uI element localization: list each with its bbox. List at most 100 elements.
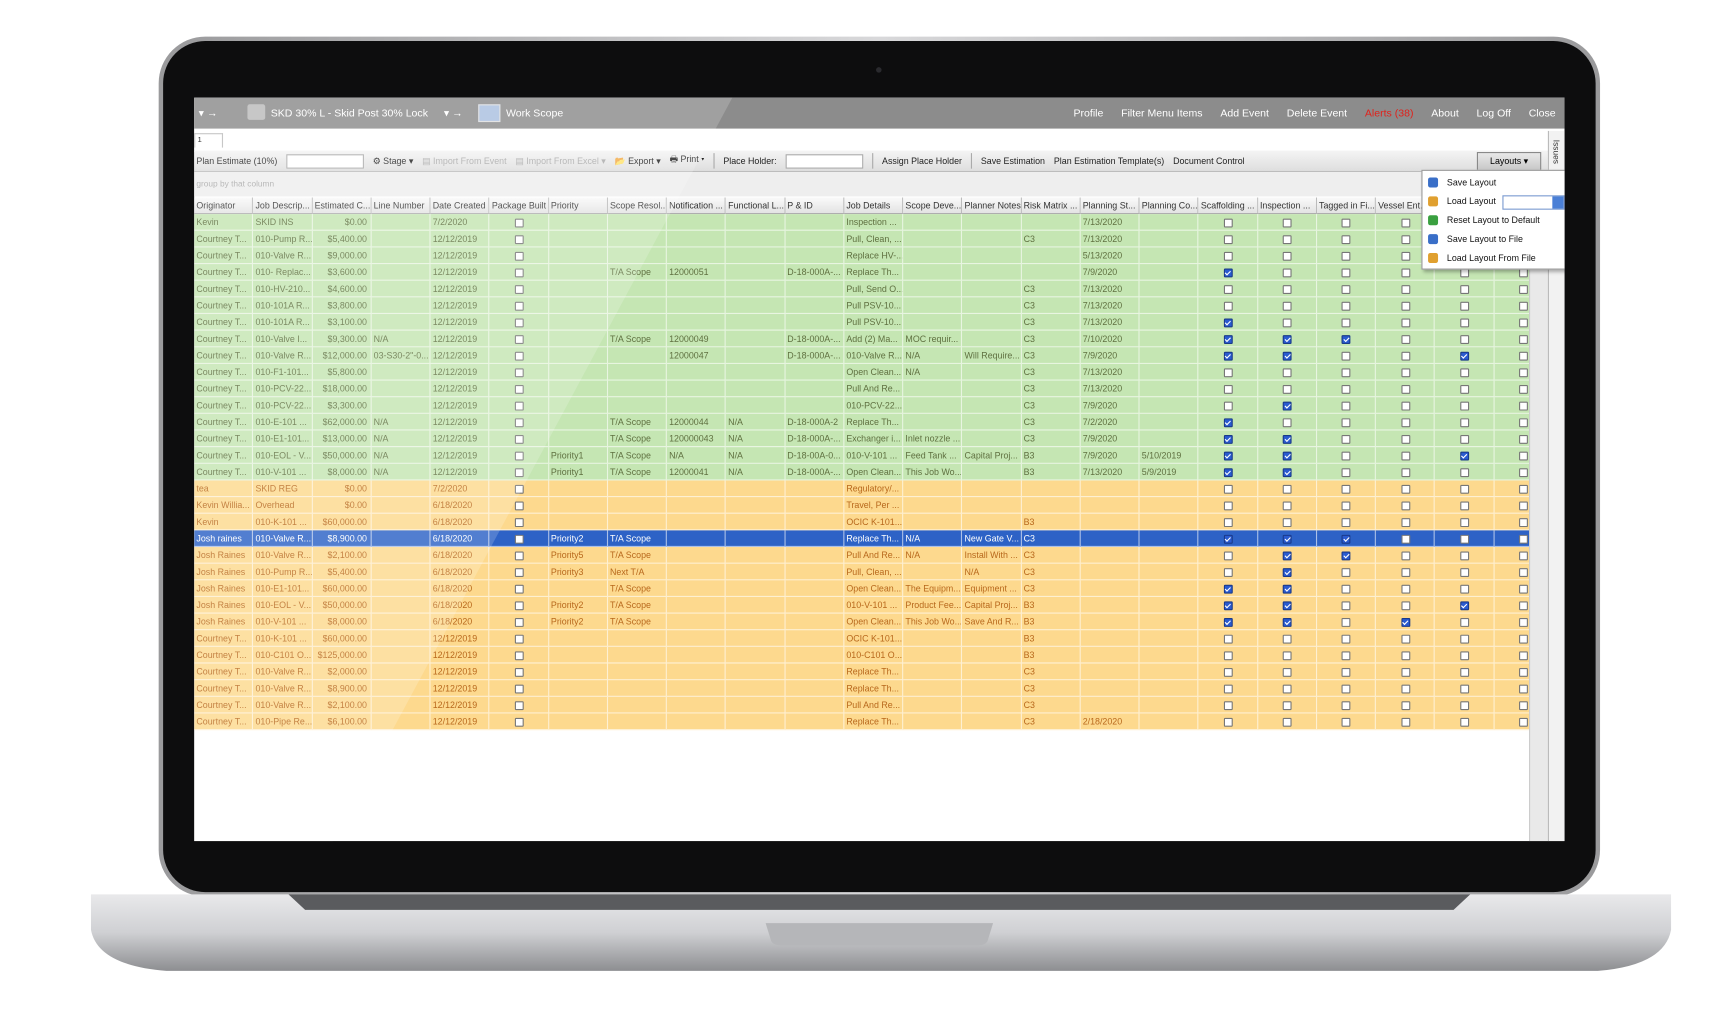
column-header[interactable]: P & ID — [785, 197, 845, 215]
checkbox[interactable] — [1401, 317, 1410, 327]
checkbox[interactable] — [514, 367, 524, 377]
checkbox[interactable] — [1519, 517, 1529, 527]
checkbox[interactable] — [1341, 667, 1351, 677]
column-header[interactable]: Risk Matrix ... — [1021, 197, 1081, 215]
checkbox[interactable] — [514, 650, 524, 660]
checkbox[interactable] — [1282, 484, 1292, 494]
column-header[interactable]: Planning Co... — [1139, 197, 1199, 215]
checkbox[interactable] — [1401, 367, 1410, 377]
checkbox[interactable] — [514, 484, 524, 494]
checkbox[interactable] — [1519, 667, 1529, 677]
checkbox[interactable] — [1223, 567, 1233, 577]
row[interactable]: Courtney T... 010-Valve R... $2,000.00 12/1… — [194, 663, 1530, 681]
checkbox[interactable] — [514, 634, 524, 644]
checkbox[interactable] — [1341, 484, 1351, 494]
column-header[interactable]: Tagged in Fi... — [1316, 197, 1376, 215]
checkbox[interactable] — [1341, 401, 1351, 410]
row[interactable]: Courtney T... 010-V-101 ... $8,000.00 N/A 12… — [194, 463, 1530, 481]
checkbox[interactable] — [1460, 550, 1469, 560]
checkbox[interactable] — [514, 617, 524, 627]
event-name[interactable]: SKD 30% L - Skid Post 30% Lock — [270, 107, 428, 120]
checkbox[interactable] — [1282, 667, 1292, 677]
checkbox[interactable] — [1282, 617, 1292, 627]
checkbox[interactable] — [1341, 650, 1351, 660]
checkbox[interactable] — [1282, 550, 1292, 560]
checkbox[interactable] — [1282, 634, 1292, 644]
nav-item[interactable]: Delete Event — [1286, 107, 1348, 120]
checkbox[interactable] — [514, 451, 524, 460]
checkbox[interactable] — [1401, 650, 1410, 660]
checkbox[interactable] — [1223, 384, 1233, 394]
checkbox[interactable] — [1341, 284, 1351, 294]
checkbox[interactable] — [1341, 384, 1351, 394]
checkbox[interactable] — [514, 567, 524, 577]
checkbox[interactable] — [1223, 684, 1233, 693]
nav-item[interactable]: Profile — [1073, 107, 1104, 120]
layouts-button[interactable]: Layouts ▾ — [1476, 152, 1542, 171]
column-header[interactable]: Planning St... — [1080, 197, 1140, 215]
checkbox[interactable] — [514, 717, 524, 727]
column-header[interactable]: Job Descrip... — [253, 197, 313, 215]
checkbox[interactable] — [1223, 700, 1233, 710]
checkbox[interactable] — [1519, 401, 1529, 410]
checkbox[interactable] — [514, 384, 524, 394]
checkbox[interactable] — [1282, 384, 1292, 394]
checkbox[interactable] — [514, 301, 524, 311]
checkbox[interactable] — [1519, 617, 1529, 627]
checkbox[interactable] — [1223, 284, 1233, 294]
checkbox[interactable] — [1282, 317, 1292, 327]
row[interactable]: Courtney T... 010-Valve I... $9,300.00 N/A 1… — [194, 330, 1530, 348]
row[interactable]: Courtney T... 010- Replac... $3,600.00 12/1… — [194, 264, 1530, 281]
column-header[interactable]: Date Created — [430, 197, 490, 215]
checkbox[interactable] — [1460, 384, 1469, 394]
checkbox[interactable] — [1282, 567, 1292, 577]
checkbox[interactable] — [514, 517, 524, 527]
checkbox[interactable] — [1401, 417, 1410, 427]
document-control-button[interactable]: Document Control — [1173, 155, 1245, 166]
checkbox[interactable] — [1341, 351, 1351, 361]
checkbox[interactable] — [1223, 517, 1233, 527]
checkbox[interactable] — [1460, 317, 1469, 327]
row[interactable]: Courtney T... 010-Valve R... $2,100.00 12/1… — [194, 696, 1530, 714]
checkbox[interactable] — [1282, 401, 1292, 410]
checkbox[interactable] — [514, 600, 524, 610]
checkbox[interactable] — [514, 500, 524, 510]
row[interactable]: Kevin SKID INS $0.00 7/2/2020 Inspection ...… — [194, 214, 1530, 231]
row[interactable]: Courtney T... 010-Pipe Re... $6,100.00 12/1… — [194, 713, 1530, 731]
checkbox[interactable] — [1401, 617, 1410, 627]
row[interactable]: Courtney T... 010-PCV-22... $3,300.00 12/12… — [194, 397, 1530, 414]
menu-item[interactable]: Save Layout to File — [1423, 230, 1565, 249]
column-header[interactable]: Scaffolding ... — [1198, 197, 1258, 215]
checkbox[interactable] — [1282, 717, 1292, 727]
row[interactable]: Josh Raines 010-EOL - V... $50,000.00 6/18/… — [194, 596, 1530, 614]
checkbox[interactable] — [1341, 451, 1351, 460]
checkbox[interactable] — [1460, 617, 1469, 627]
column-header[interactable]: Package Built — [489, 197, 549, 215]
nav-item[interactable]: Add Event — [1220, 107, 1269, 120]
checkbox[interactable] — [1519, 717, 1529, 727]
checkbox[interactable] — [1223, 534, 1233, 544]
row[interactable]: Courtney T... 010-Valve R... $12,000.00 03-… — [194, 347, 1530, 364]
checkbox[interactable] — [1341, 634, 1351, 644]
checkbox[interactable] — [1341, 567, 1351, 577]
row[interactable]: Courtney T... 010-HV-210... $4,600.00 12/12… — [194, 280, 1530, 298]
issues-tab[interactable]: Issues — [1547, 130, 1565, 842]
checkbox[interactable] — [1282, 417, 1292, 427]
checkbox[interactable] — [1401, 334, 1410, 344]
row[interactable]: Courtney T... 010-101A R... $3,100.00 12/12… — [194, 314, 1530, 331]
checkbox[interactable] — [1282, 334, 1292, 344]
checkbox[interactable] — [1519, 650, 1529, 660]
checkbox[interactable] — [1519, 600, 1529, 610]
row[interactable]: tea SKID REG $0.00 7/2/2020 Regulatory/... — [194, 480, 1530, 498]
checkbox[interactable] — [1460, 667, 1469, 677]
checkbox[interactable] — [1401, 251, 1410, 261]
checkbox[interactable] — [1460, 351, 1469, 361]
checkbox[interactable] — [1401, 267, 1410, 277]
row[interactable]: Kevin Willia... Overhead $0.00 6/18/2020 Tra… — [194, 497, 1530, 514]
checkbox[interactable] — [1223, 650, 1233, 660]
checkbox[interactable] — [514, 218, 524, 227]
checkbox[interactable] — [1282, 650, 1292, 660]
checkbox[interactable] — [1223, 267, 1233, 277]
checkbox[interactable] — [1401, 684, 1410, 693]
checkbox[interactable] — [1401, 434, 1410, 444]
